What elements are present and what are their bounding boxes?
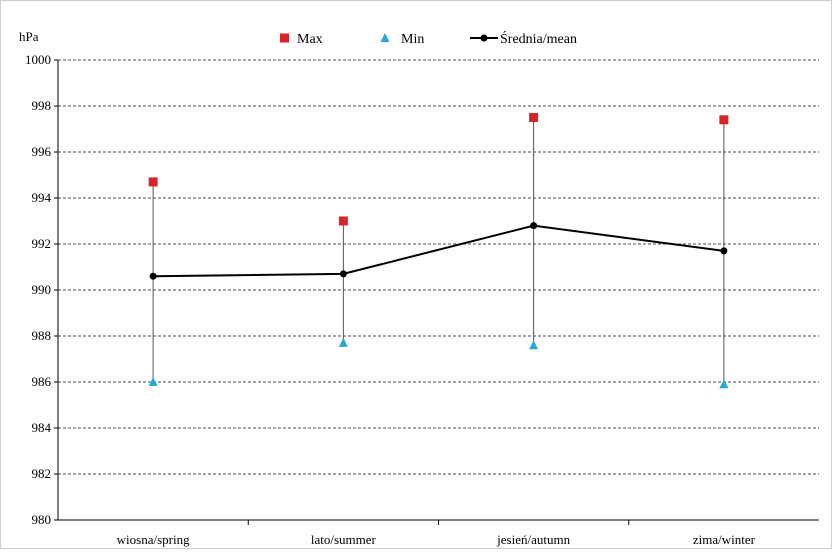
legend-max-label: Max <box>297 32 323 47</box>
max-point <box>148 177 158 187</box>
legend-min-marker <box>380 33 390 42</box>
y-tick-label: 996 <box>32 144 52 159</box>
axes <box>54 59 819 525</box>
y-tick-label: 982 <box>32 466 52 481</box>
x-tick-label: zima/winter <box>693 532 756 547</box>
max-point <box>529 113 539 122</box>
legend-max-marker <box>280 33 289 43</box>
range-whiskers <box>152 117 725 385</box>
mean-point <box>149 272 157 280</box>
y-tick-label: 1000 <box>25 52 51 67</box>
y-tick-label: 998 <box>32 98 52 113</box>
legend-mean-marker <box>480 34 488 42</box>
mean-point <box>339 270 347 278</box>
y-axis-label: hPa <box>19 29 39 44</box>
tick-labels: 980 982 984 986 988 990 992 994 996 998 1000 hPa wio… <box>19 29 756 547</box>
y-tick-label: 994 <box>32 190 52 205</box>
mean-series-line <box>153 224 725 278</box>
y-tick-label: 990 <box>32 282 52 297</box>
x-tick-label: jesień/autumn <box>496 532 570 547</box>
min-point <box>148 377 158 386</box>
mean-point <box>720 247 728 255</box>
min-point <box>529 340 539 350</box>
min-point <box>719 379 729 389</box>
y-tick-label: 992 <box>32 236 52 251</box>
series <box>148 113 729 389</box>
x-tick-label: lato/summer <box>311 532 377 547</box>
gridlines <box>58 59 819 475</box>
max-point <box>338 216 348 226</box>
min-point <box>338 337 348 347</box>
y-tick-label: 986 <box>32 374 52 389</box>
x-tick-label: wiosna/spring <box>117 532 190 547</box>
mean-point <box>530 222 538 230</box>
legend: Max Min Średnia/mean <box>280 30 577 47</box>
y-tick-label: 980 <box>32 512 52 527</box>
max-point <box>719 115 729 125</box>
y-tick-label: 984 <box>32 420 52 435</box>
legend-mean-label: Średnia/mean <box>500 30 577 47</box>
legend-min-label: Min <box>401 32 424 47</box>
y-tick-label: 988 <box>32 328 52 343</box>
